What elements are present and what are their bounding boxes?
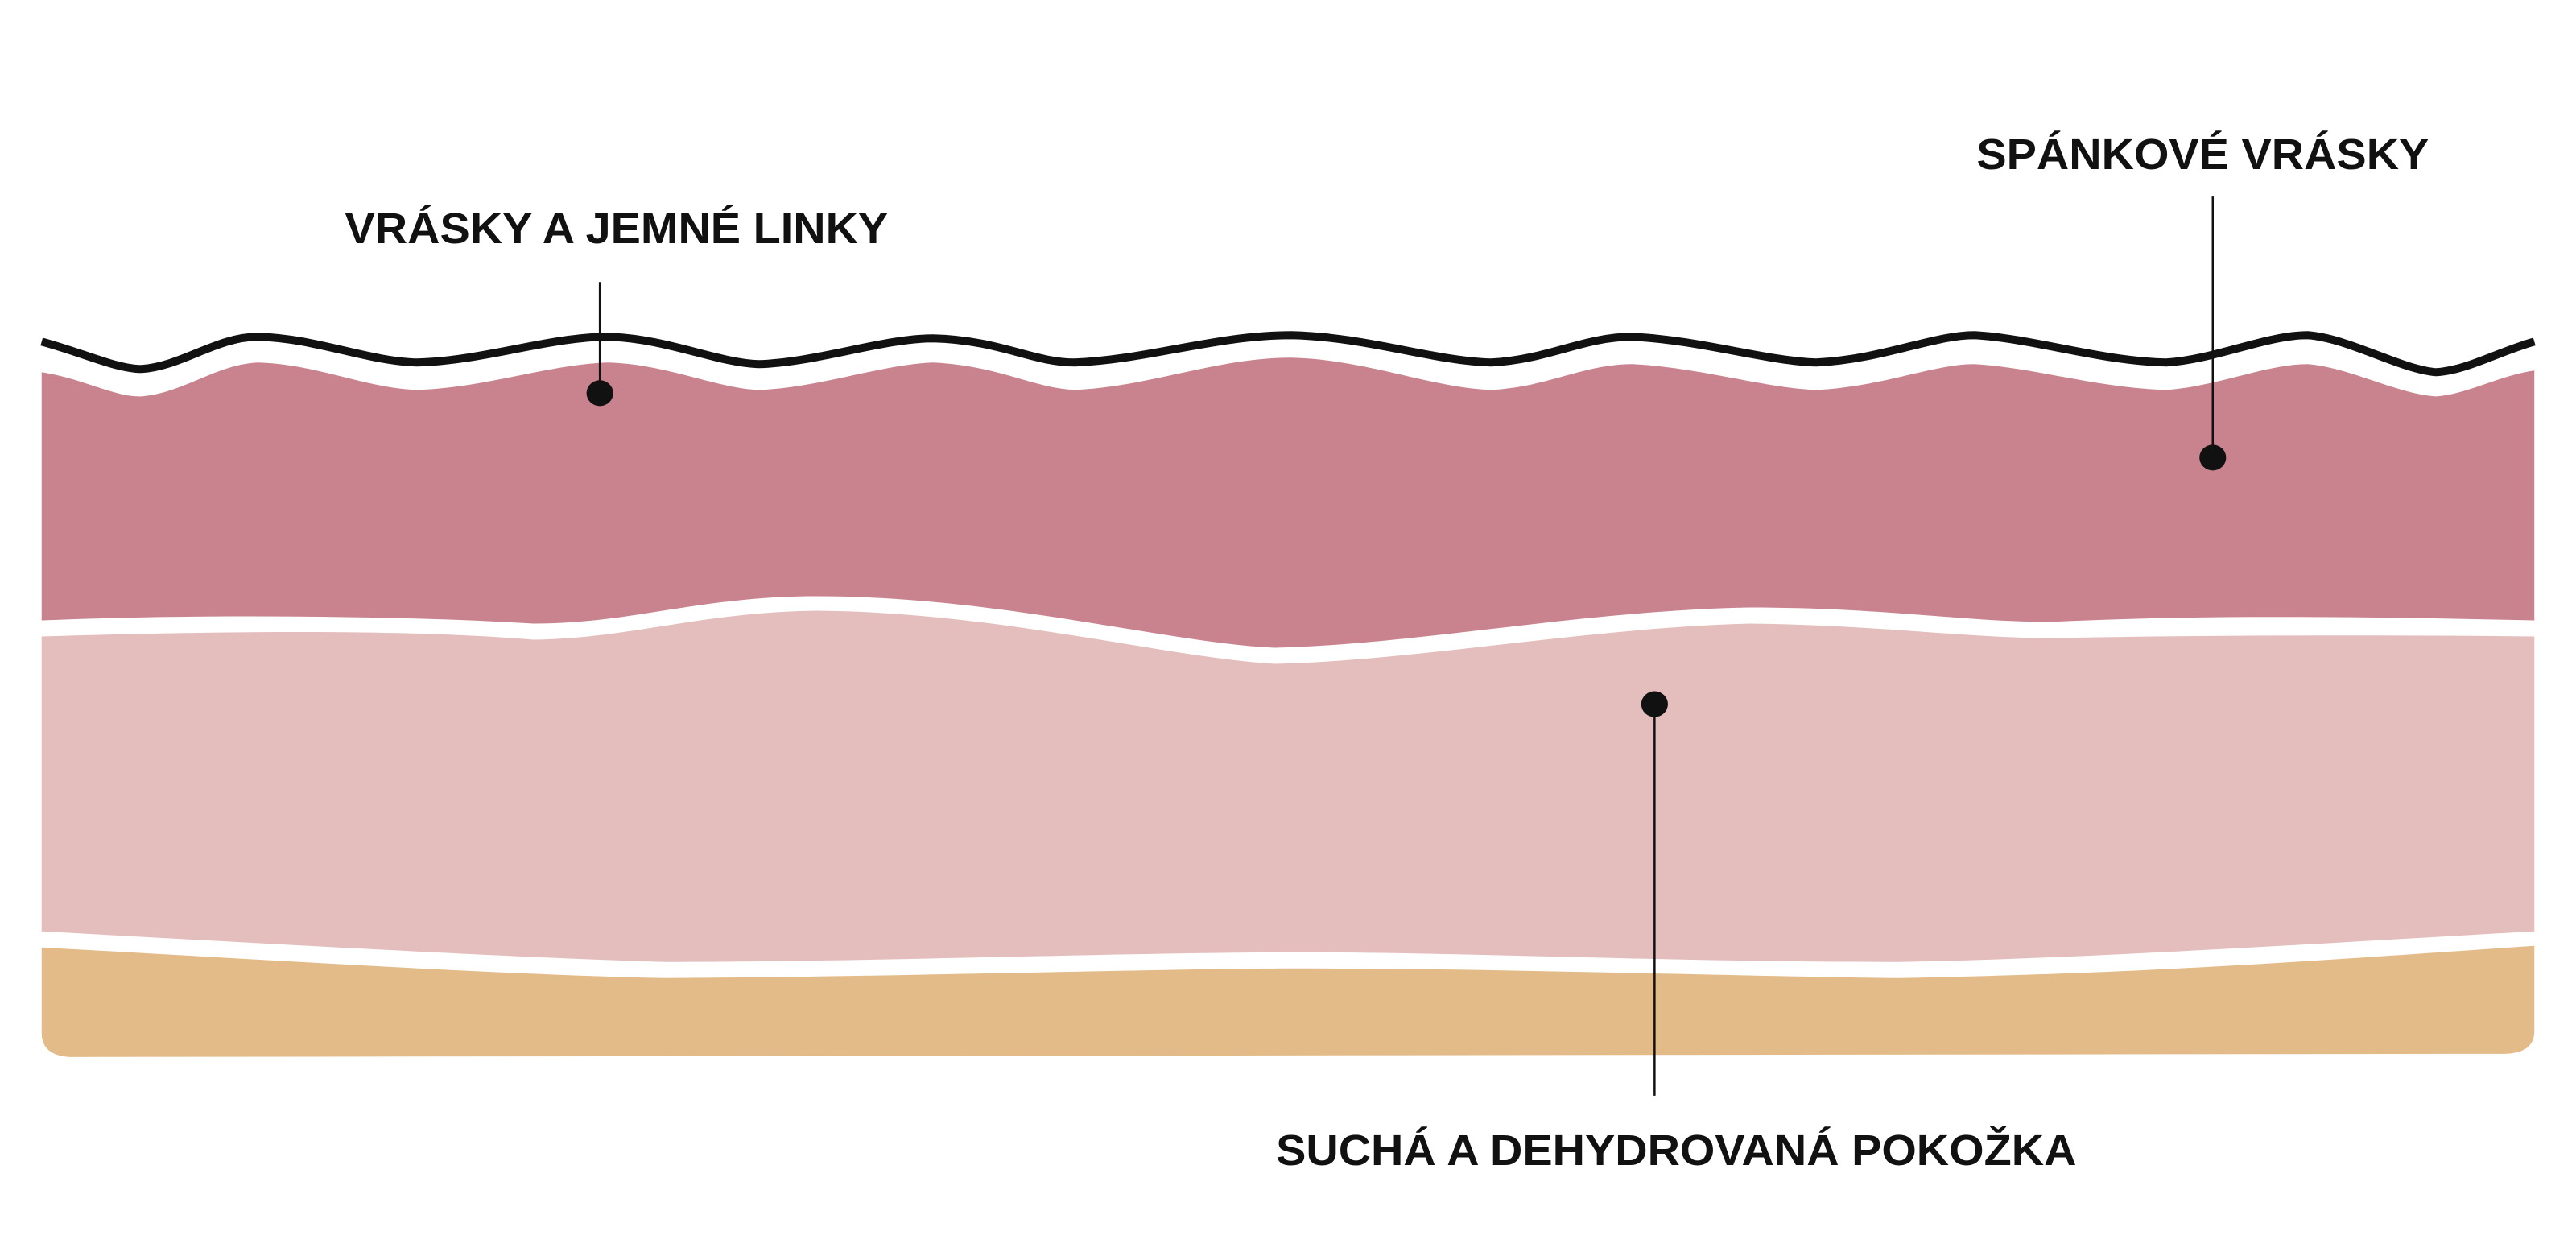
pointer-dot	[2199, 444, 2227, 471]
skin-surface-line	[40, 331, 2536, 377]
pointer-dot	[586, 380, 613, 407]
label-dry-skin: SUCHÁ A DEHYDROVANÁ POKOŽKA	[1276, 1126, 2076, 1175]
label-sleep-wrinkles: SPÁNKOVÉ VRÁSKY	[1976, 130, 2429, 179]
pointer-dot	[1641, 691, 1668, 717]
dermis-layer	[41, 610, 2535, 962]
label-wrinkles: VRÁSKY A JEMNÉ LINKY	[345, 204, 888, 253]
epidermis-layer	[41, 357, 2535, 648]
subcutaneous-layer	[41, 945, 2535, 1057]
